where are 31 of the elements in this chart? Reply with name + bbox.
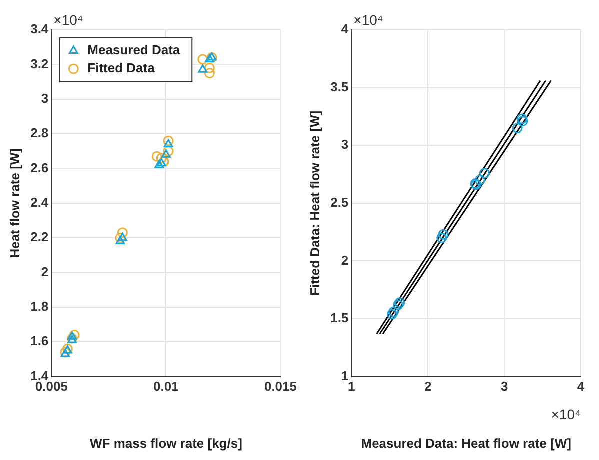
- x-tick-label: 0.015: [264, 379, 298, 394]
- y-tick-label: 2: [341, 252, 349, 268]
- x-tick-label: 0.01: [154, 379, 179, 394]
- y-tick-label: 1: [341, 368, 349, 384]
- legend-label: Fitted Data: [88, 60, 156, 76]
- x-axis-title: Measured Data: Heat flow rate [W]: [361, 436, 572, 451]
- y-tick-label: 1.6: [30, 334, 49, 349]
- y-axis-title: Heat flow rate [W]: [7, 148, 22, 258]
- text: ×10⁴: [354, 12, 384, 28]
- y-tick-label: 1.5: [330, 310, 349, 326]
- y-tick-label: 3.4: [30, 22, 50, 37]
- legend-label: Measured Data: [88, 42, 181, 58]
- y-tick-label: 3.2: [30, 56, 49, 72]
- y-tick-label: 2.5: [330, 194, 349, 210]
- text: ×10⁴: [551, 406, 581, 423]
- y-tick-label: 3: [341, 137, 349, 152]
- x-axis-title: WF mass flow rate [kg/s]: [90, 436, 242, 451]
- y-tick-label: 4: [341, 22, 350, 37]
- x-tick-label: 2: [424, 379, 432, 394]
- y-axis-title: Fitted Data: Heat flow rate [W]: [307, 110, 322, 296]
- y-tick-label: 2.2: [30, 230, 49, 245]
- y-tick-label: 3.5: [330, 79, 349, 94]
- y-tick-label: 2.4: [30, 194, 50, 210]
- y-tick-label: 2.6: [30, 160, 49, 176]
- y-tick-label: 1.8: [30, 299, 49, 314]
- x-tick-label: 3: [500, 379, 508, 394]
- y-tick-label: 2: [41, 264, 49, 280]
- y-tick-label: 2.8: [30, 126, 49, 141]
- text: ×10⁴: [54, 12, 84, 28]
- x-tick-label: 4: [577, 379, 586, 394]
- y-tick-label: 3: [41, 90, 49, 106]
